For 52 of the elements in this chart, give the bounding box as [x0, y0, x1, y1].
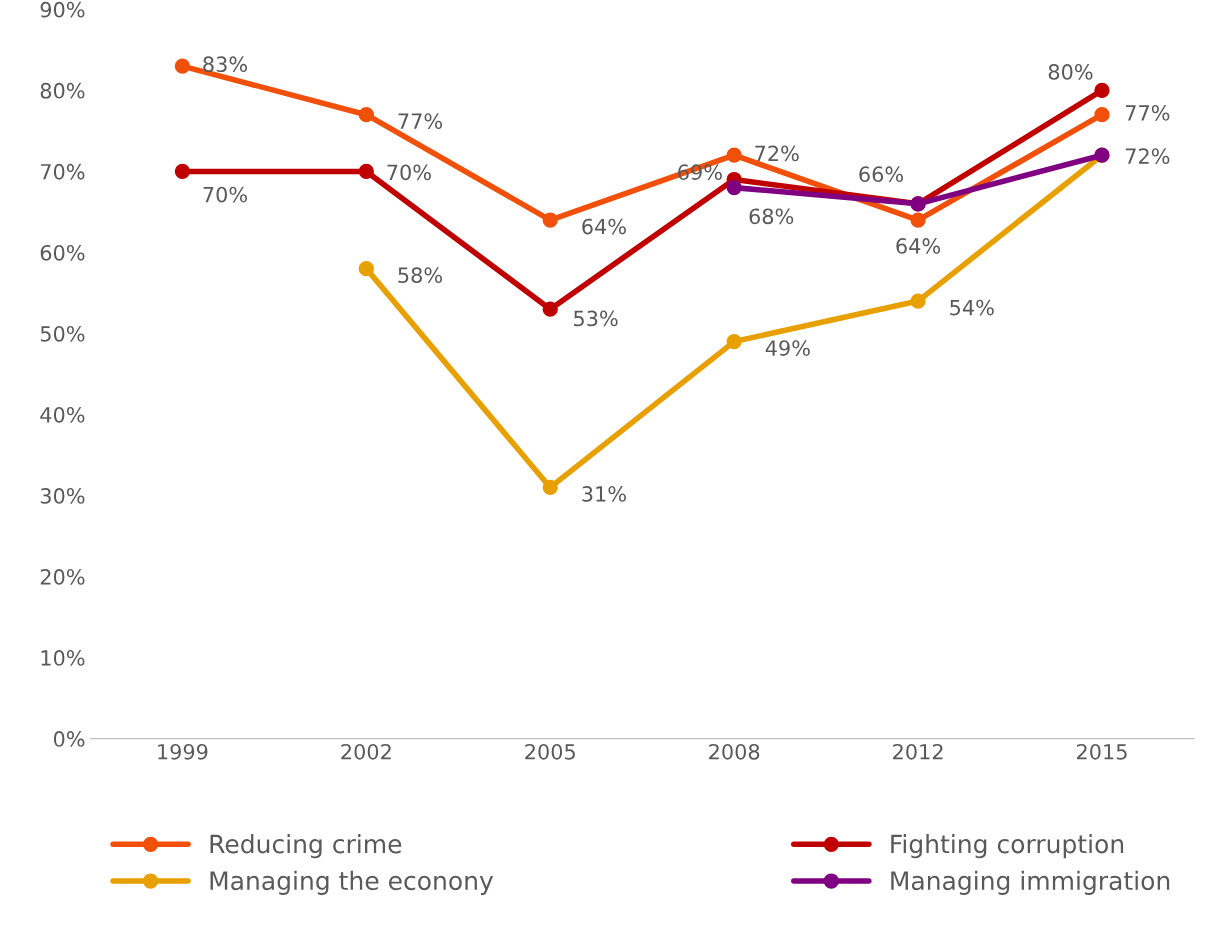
data-label: 80% — [1048, 64, 1093, 80]
point — [174, 58, 191, 74]
data-label: 31% — [582, 486, 626, 502]
data-label: 53% — [574, 310, 618, 327]
legend-label: Reducing crime — [210, 834, 402, 859]
y-tick-label: 60% — [40, 244, 85, 261]
point — [542, 212, 558, 228]
point — [1094, 107, 1110, 123]
point — [1094, 82, 1110, 99]
y-tick-label: 20% — [40, 569, 85, 585]
x-tick-label: 2002 — [341, 743, 391, 760]
legend-label: Fighting corruption — [891, 834, 1124, 859]
data-label: 83% — [203, 56, 248, 73]
point — [726, 147, 742, 163]
y-tick-label: 40% — [40, 406, 85, 423]
point — [910, 293, 926, 309]
point — [542, 479, 558, 496]
y-tick-label: 70% — [40, 163, 85, 180]
point — [358, 163, 374, 180]
data-label: 70% — [387, 164, 431, 181]
y-tick-label: 10% — [41, 650, 85, 666]
point — [358, 107, 374, 123]
x-tick-label: 2005 — [525, 743, 575, 760]
y-tick-label: 50% — [40, 325, 85, 342]
data-label: 64% — [582, 218, 626, 235]
data-label: 77% — [1125, 104, 1170, 121]
data-label: 72% — [1125, 148, 1170, 165]
data-label: 72% — [755, 145, 799, 162]
x-tick-label: 2012 — [893, 743, 943, 760]
legend-label: Managing immigration — [891, 870, 1170, 895]
x-tick-label: 2008 — [709, 743, 760, 760]
data-label: 49% — [765, 340, 810, 356]
x-tick-label: 2015 — [1077, 743, 1127, 760]
data-label: 77% — [398, 113, 443, 130]
data-label: 70% — [203, 186, 248, 203]
point — [542, 301, 558, 317]
data-label: 58% — [398, 267, 443, 284]
y-tick-label: 80% — [40, 82, 85, 99]
x-tick-label: 1999 — [158, 743, 208, 760]
data-label: 54% — [950, 299, 994, 316]
point — [726, 333, 742, 350]
data-label: 68% — [749, 208, 794, 225]
legend-label: Managing the econony — [210, 870, 494, 895]
data-label: 66% — [859, 166, 904, 183]
point — [174, 163, 191, 180]
y-tick-label: 0% — [53, 731, 85, 747]
point — [358, 261, 374, 277]
point — [726, 179, 742, 196]
point — [910, 212, 926, 228]
data-label: 64% — [896, 238, 941, 254]
y-tick-label: 30% — [40, 488, 85, 504]
y-tick-label: 90% — [40, 1, 85, 18]
